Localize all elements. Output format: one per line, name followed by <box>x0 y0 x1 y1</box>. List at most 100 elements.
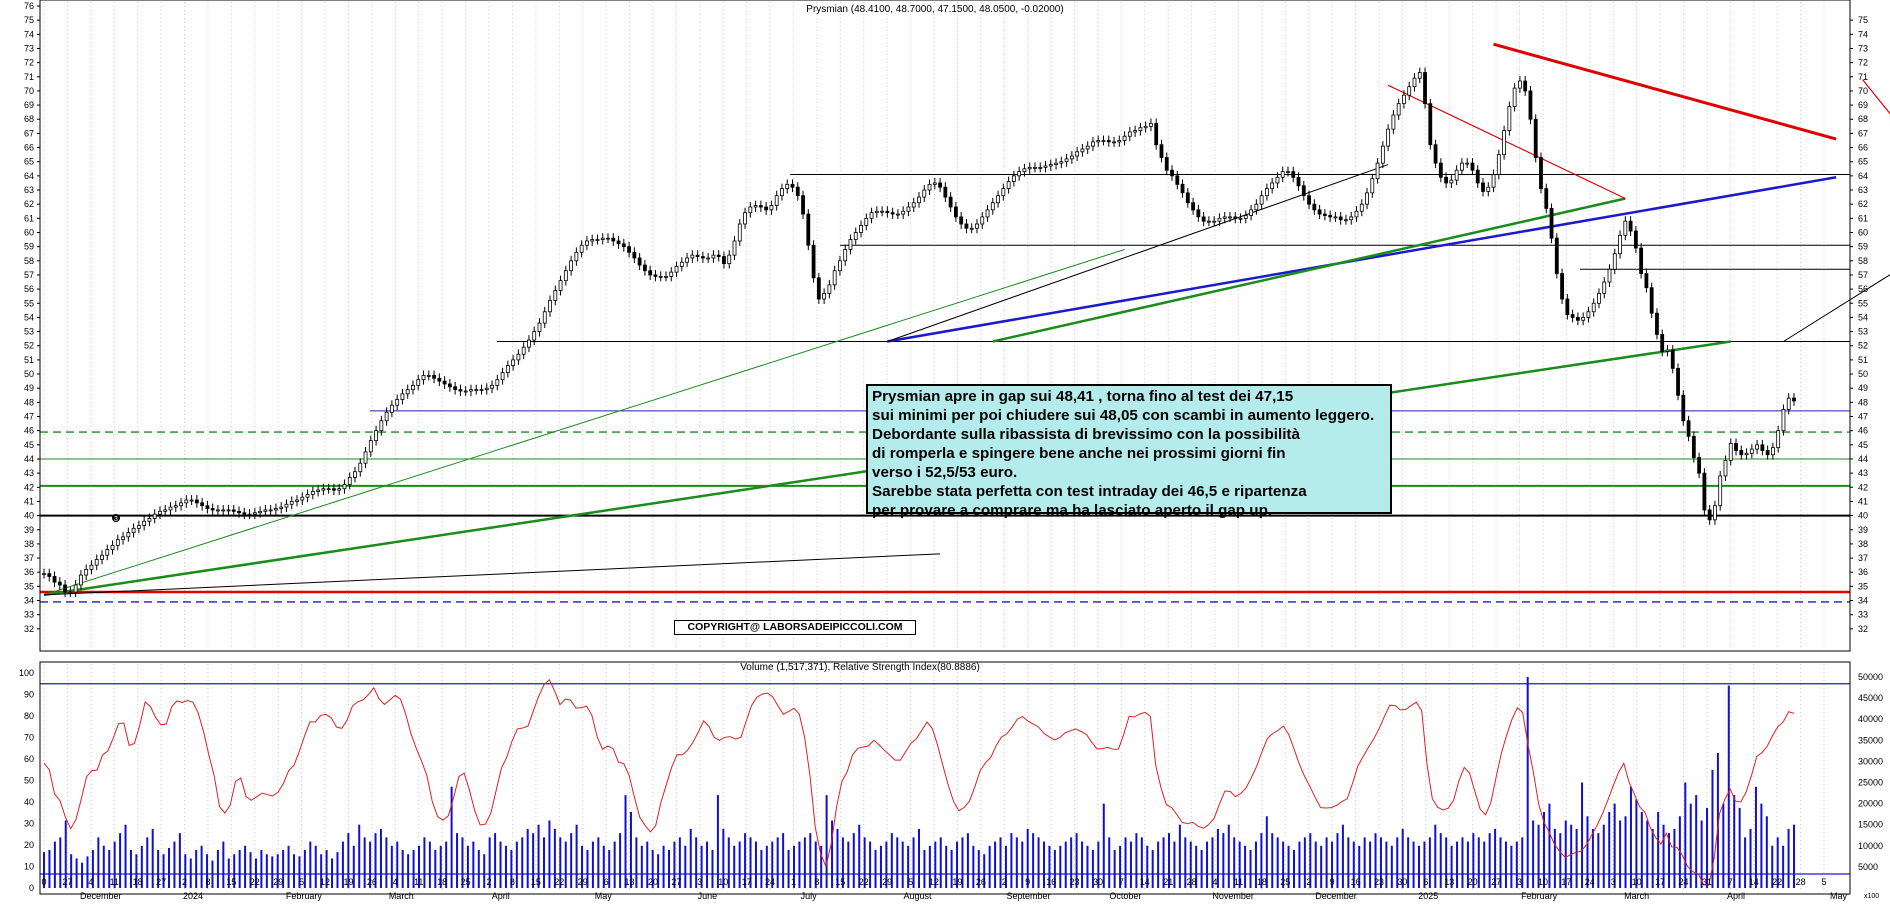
x-day-label: 29 <box>882 877 892 887</box>
price-bar-body <box>1117 140 1122 143</box>
rsi-line <box>43 678 1795 886</box>
price-tick-label: 59 <box>24 242 34 252</box>
price-tick-label-right: 49 <box>1858 383 1868 393</box>
price-bar-body <box>1749 448 1754 454</box>
x-month-label: December <box>1315 891 1357 901</box>
price-tick-label: 60 <box>24 227 34 237</box>
price-bar-body <box>1270 182 1275 190</box>
price-bar-body <box>590 239 595 242</box>
price-bar-body <box>1539 157 1543 190</box>
price-tick-label: 48 <box>24 397 34 407</box>
price-tick-label: 63 <box>24 185 34 195</box>
x-day-label: 21 <box>1163 877 1173 887</box>
price-tick-label: 36 <box>24 567 34 577</box>
price-bar-body <box>600 237 605 240</box>
trend-line <box>43 553 941 596</box>
x-day-label: 23 <box>1374 877 1384 887</box>
rsi-tick-label: 70 <box>24 733 34 743</box>
rsi-tick-label: 40 <box>24 797 34 807</box>
price-bar-body <box>1217 217 1222 222</box>
price-bar-body <box>785 183 790 190</box>
price-tick-label-right: 73 <box>1858 43 1868 53</box>
price-tick-label-right: 74 <box>1858 29 1868 39</box>
x-day-label: 26 <box>976 877 986 887</box>
price-bar-body <box>189 499 194 502</box>
price-bar-body <box>511 359 516 366</box>
price-bar-body <box>1017 171 1022 177</box>
price-tick-label-right: 64 <box>1858 171 1868 181</box>
price-bar-body <box>332 488 336 491</box>
price-bar-body <box>63 584 67 593</box>
price-bar-body <box>679 261 684 267</box>
price-tick-label-right: 60 <box>1858 227 1868 237</box>
price-bar-body <box>1755 444 1760 450</box>
price-bar-body <box>774 195 779 206</box>
price-bar-body <box>1776 430 1781 449</box>
price-bar-body <box>1096 140 1101 143</box>
price-bar-body <box>1370 178 1375 194</box>
price-bar-body <box>1175 175 1180 185</box>
price-bar-body <box>1533 118 1538 158</box>
volume-tick-label: 30000 <box>1858 756 1883 766</box>
price-bar-body <box>1765 450 1770 456</box>
price-bar-body <box>753 205 758 208</box>
price-bar-body <box>379 420 384 432</box>
price-bar-body <box>147 518 152 522</box>
price-bar-body <box>1702 472 1707 511</box>
x-day-label: 11 <box>414 877 423 887</box>
price-bar-body <box>453 386 458 391</box>
price-bar-body <box>1296 176 1301 187</box>
price-bar-body <box>310 491 315 495</box>
x-month-label: February <box>1521 891 1558 901</box>
price-bar-body <box>115 539 120 546</box>
price-bar-body <box>295 499 299 502</box>
price-bar-body <box>1006 181 1011 190</box>
x-day-label: 3 <box>1611 877 1616 887</box>
x-day-label: 14 <box>1749 877 1759 887</box>
price-tick-label: 76 <box>24 1 34 11</box>
x-day-label: 25 <box>461 877 471 887</box>
price-tick-label: 34 <box>24 596 34 606</box>
price-bar-body <box>1380 145 1385 164</box>
price-tick-label: 44 <box>24 454 34 464</box>
price-bar-body <box>1338 216 1343 221</box>
price-tick-label-right: 47 <box>1858 412 1868 422</box>
price-bar-body <box>827 284 832 294</box>
trend-line <box>43 248 1125 596</box>
x-day-label: 11 <box>1234 877 1243 887</box>
x-day-label: 28 <box>1187 877 1197 887</box>
price-bar-body <box>664 275 668 278</box>
price-tick-label: 49 <box>24 383 34 393</box>
x-month-label: May <box>595 891 613 901</box>
price-bar-body <box>816 277 821 300</box>
price-bar-body <box>1528 90 1533 120</box>
price-bar-body <box>136 525 141 529</box>
x-day-label: 17 <box>742 877 752 887</box>
price-bar-body <box>1359 203 1364 212</box>
price-tick-label-right: 65 <box>1858 157 1868 167</box>
price-bar-body <box>316 489 320 492</box>
price-bar-body <box>1054 162 1058 165</box>
price-bar-body <box>563 270 568 282</box>
price-tick-label: 54 <box>24 312 34 322</box>
price-tick-label-right: 40 <box>1858 511 1868 521</box>
price-bar-body <box>321 488 326 491</box>
price-tick-label-right: 42 <box>1858 482 1868 492</box>
price-bar-body <box>585 240 589 246</box>
price-tick-label: 71 <box>24 72 34 82</box>
price-bar-body <box>964 223 969 229</box>
price-bar-body <box>542 311 547 324</box>
price-bar-body <box>237 510 241 514</box>
trend-line <box>1783 274 1890 342</box>
x-day-label: 24 <box>1585 877 1595 887</box>
price-bar-body <box>553 290 558 301</box>
volume-tick-label: 50000 <box>1858 672 1883 682</box>
price-tick-label: 70 <box>24 86 34 96</box>
price-bar-body <box>47 573 52 577</box>
price-bar-body <box>284 503 289 508</box>
price-bar-body <box>1154 123 1159 146</box>
price-bar-body <box>1365 192 1369 205</box>
price-bar-body <box>1707 509 1712 521</box>
x-day-label: 6 <box>604 877 609 887</box>
price-tick-label-right: 67 <box>1858 128 1868 138</box>
